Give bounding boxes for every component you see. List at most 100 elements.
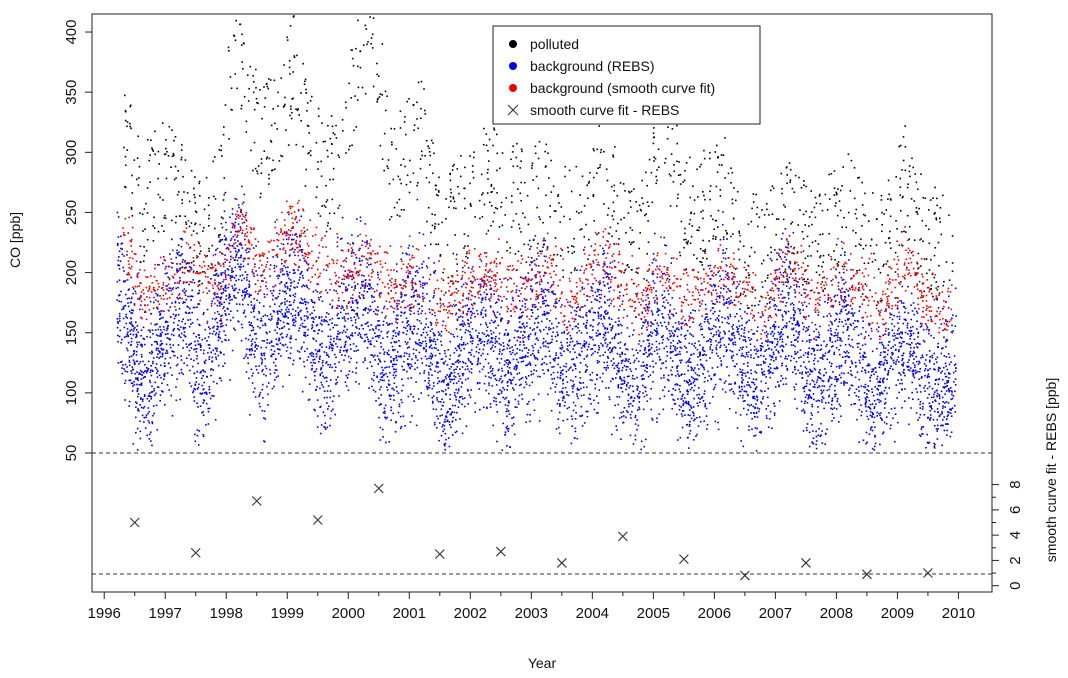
data-point — [748, 377, 750, 379]
data-point — [597, 329, 599, 332]
data-point — [627, 360, 630, 363]
data-point — [949, 387, 952, 389]
data-point — [678, 375, 680, 377]
data-point — [163, 372, 166, 375]
data-point — [155, 292, 157, 295]
data-point — [139, 420, 141, 423]
data-point — [819, 256, 821, 259]
data-point — [487, 334, 489, 336]
data-point — [752, 193, 755, 195]
data-point — [699, 328, 702, 331]
data-point — [151, 444, 153, 447]
data-point — [326, 390, 329, 392]
data-point — [785, 302, 788, 304]
data-point — [513, 366, 516, 368]
data-point — [530, 245, 532, 248]
data-point — [767, 339, 769, 341]
data-point — [208, 214, 210, 217]
data-point — [414, 275, 417, 277]
data-point — [723, 355, 725, 358]
data-point — [591, 379, 593, 382]
data-point — [531, 164, 533, 167]
data-point — [813, 206, 816, 209]
data-point — [689, 420, 691, 423]
data-point — [172, 276, 175, 279]
data-point — [619, 377, 621, 379]
data-point — [361, 285, 364, 287]
data-point — [886, 392, 888, 395]
data-point — [888, 332, 890, 334]
data-point — [203, 349, 205, 352]
data-point — [879, 381, 882, 384]
data-point — [487, 362, 490, 365]
data-point — [166, 337, 168, 339]
data-point — [416, 359, 419, 361]
data-point — [241, 61, 243, 63]
data-point — [351, 278, 353, 281]
data-point — [208, 407, 211, 410]
data-point — [164, 321, 167, 323]
data-point — [625, 232, 627, 234]
data-point — [722, 211, 724, 213]
data-point — [928, 228, 930, 231]
data-point — [517, 330, 519, 332]
data-point — [206, 255, 208, 257]
data-point — [378, 96, 381, 98]
data-point — [611, 327, 614, 329]
data-point — [530, 257, 533, 259]
data-point — [374, 335, 377, 338]
data-point — [529, 288, 532, 290]
data-point — [455, 382, 458, 384]
data-point — [817, 360, 819, 363]
data-point — [311, 95, 313, 98]
data-point — [804, 385, 806, 388]
data-point — [151, 422, 154, 425]
data-point — [186, 192, 189, 194]
data-point — [849, 366, 852, 368]
data-point — [152, 240, 155, 242]
data-point — [160, 390, 163, 392]
data-point — [534, 357, 537, 360]
data-point — [324, 414, 326, 417]
data-point — [419, 158, 422, 160]
data-point — [430, 344, 433, 347]
data-point — [716, 295, 719, 298]
data-point — [293, 321, 295, 324]
data-point — [835, 328, 838, 331]
data-point — [224, 338, 226, 341]
data-point — [377, 75, 380, 77]
data-point — [495, 400, 497, 403]
data-point — [701, 299, 704, 302]
data-point — [841, 226, 843, 228]
data-point — [693, 389, 695, 392]
data-point — [879, 271, 882, 274]
data-point — [127, 334, 129, 337]
data-point — [822, 290, 824, 293]
data-point — [604, 342, 607, 344]
data-point — [247, 303, 249, 306]
data-point — [952, 314, 954, 316]
data-point — [800, 356, 802, 358]
data-point — [933, 254, 936, 257]
data-point — [323, 320, 325, 323]
data-point — [615, 364, 617, 367]
data-point — [756, 364, 758, 366]
data-point — [651, 262, 654, 264]
data-point — [285, 238, 288, 241]
data-point — [751, 428, 753, 430]
data-point — [835, 312, 837, 315]
data-point — [326, 376, 328, 379]
data-point — [739, 294, 742, 297]
data-point — [517, 188, 519, 190]
data-point — [601, 345, 604, 347]
data-point — [806, 329, 809, 332]
data-point — [515, 289, 518, 291]
data-point — [700, 261, 703, 264]
data-point — [889, 230, 891, 233]
data-point — [799, 209, 801, 211]
data-point — [576, 395, 579, 397]
data-point — [628, 266, 630, 269]
data-point — [909, 350, 912, 353]
data-point — [303, 285, 306, 287]
data-point — [236, 236, 238, 238]
